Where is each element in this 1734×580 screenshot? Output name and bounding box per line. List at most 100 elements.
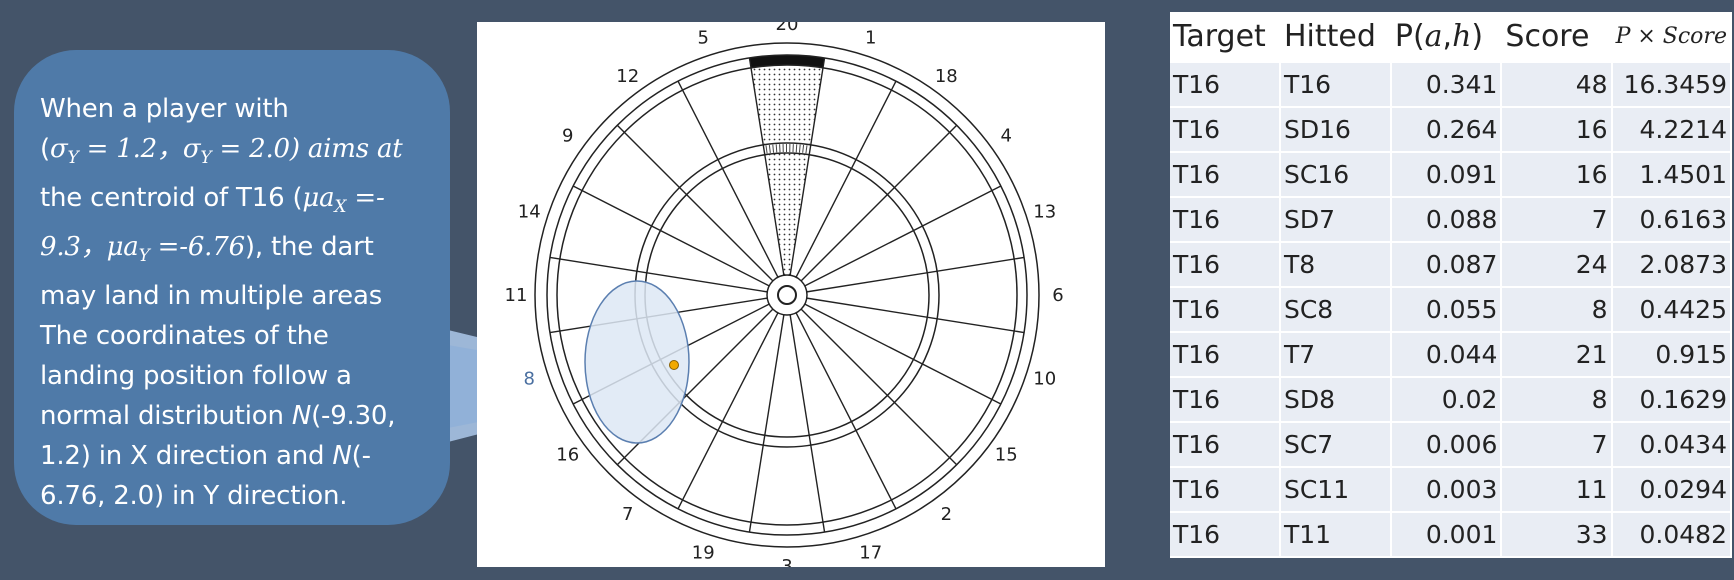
table-row: T16 SC8 0.055 8 0.4425 (1170, 288, 1732, 333)
segment-wire (748, 57, 785, 276)
board-number-20: 20 (776, 22, 799, 35)
treble-20-hatch (798, 144, 801, 153)
cell-probability: 0.091 (1391, 153, 1503, 198)
cell-p-times-score: 2.0873 (1612, 243, 1732, 288)
treble-20-hatch (805, 145, 808, 154)
segment-wire (800, 124, 958, 282)
cell-p-times-score: 0.0482 (1612, 513, 1732, 558)
callout-line-5: may land in multiple areas (40, 281, 383, 311)
cell-hitted: SC7 (1280, 423, 1392, 468)
aim-point-marker (669, 360, 679, 370)
cell-hitted: SD16 (1280, 108, 1392, 153)
board-number-10: 10 (1033, 369, 1056, 390)
table-row: T16 T11 0.001 33 0.0482 (1170, 513, 1732, 558)
cell-score: 16 (1502, 153, 1613, 198)
treble-20-hatch (765, 145, 768, 154)
cell-probability: 0.001 (1391, 513, 1503, 558)
cell-target: T16 (1170, 63, 1281, 108)
cell-score: 8 (1502, 378, 1613, 423)
segment-wire (677, 80, 779, 278)
dartboard-panel: 20 1 18 4 13 6 10 15 2 17 3 19 7 16 8 11 14 9 12 5 (477, 22, 1105, 567)
cell-score: 33 (1502, 513, 1613, 558)
probability-table-wrap: Target Hitted P(a,h) Score P × Score T16… (1170, 12, 1732, 558)
cell-score: 8 (1502, 288, 1613, 333)
cell-p-times-score: 0.6163 (1612, 198, 1732, 243)
segment-wire (748, 314, 785, 533)
cell-target: T16 (1170, 513, 1281, 558)
cell-score: 21 (1502, 333, 1613, 378)
treble-20-hatch (768, 144, 771, 154)
callout-box (14, 50, 450, 525)
cell-p-times-score: 0.0434 (1612, 423, 1732, 468)
cell-score: 7 (1502, 423, 1613, 468)
cell-score: 16 (1502, 108, 1613, 153)
table-row: T16 T16 0.341 48 16.3459 (1170, 63, 1732, 108)
segment-wire (549, 256, 768, 293)
cell-hitted: SC16 (1280, 153, 1392, 198)
board-number-1: 1 (865, 27, 876, 48)
sector-20-shading (751, 65, 823, 276)
cell-score: 7 (1502, 198, 1613, 243)
header-target: Target (1170, 12, 1281, 63)
segment-wire (616, 124, 774, 282)
cell-hitted: SC11 (1280, 468, 1392, 513)
cell-probability: 0.003 (1391, 468, 1503, 513)
board-number-19: 19 (692, 543, 715, 564)
cell-target: T16 (1170, 468, 1281, 513)
cell-target: T16 (1170, 198, 1281, 243)
cell-target: T16 (1170, 288, 1281, 333)
cell-hitted: SC8 (1280, 288, 1392, 333)
board-ring (534, 42, 1040, 548)
callout-line-4: 9.3，μaY =-6.76), the dart (40, 232, 374, 266)
board-number-4: 4 (1001, 126, 1012, 147)
cell-score: 24 (1502, 243, 1613, 288)
treble-20-hatch (795, 144, 798, 153)
segment-wire (789, 314, 826, 533)
bullseye (777, 285, 797, 305)
cell-probability: 0.044 (1391, 333, 1503, 378)
cell-hitted: SD8 (1280, 378, 1392, 423)
table-row: T16 SC16 0.091 16 1.4501 (1170, 153, 1732, 198)
dartboard: 20 1 18 4 13 6 10 15 2 17 3 19 7 16 8 11 14 9 12 5 (505, 22, 1064, 567)
cell-score: 48 (1502, 63, 1613, 108)
board-number-3: 3 (781, 556, 792, 567)
header-hitted: Hitted (1280, 12, 1392, 63)
table-row: T16 SD8 0.02 8 0.1629 (1170, 378, 1732, 423)
treble-20-hatch (775, 144, 778, 153)
cell-target: T16 (1170, 153, 1281, 198)
board-number-13: 13 (1033, 201, 1056, 222)
board-number-8: 8 (524, 369, 535, 390)
table-row: T16 T8 0.087 24 2.0873 (1170, 243, 1732, 288)
board-ring (546, 54, 1028, 536)
callout-line-6: The coordinates of the (40, 321, 329, 351)
cell-target: T16 (1170, 108, 1281, 153)
board-number-7: 7 (622, 504, 633, 525)
treble-20-hatch (802, 144, 805, 153)
cell-probability: 0.006 (1391, 423, 1503, 468)
table-row: T16 SD7 0.088 7 0.6163 (1170, 198, 1732, 243)
cell-probability: 0.341 (1391, 63, 1503, 108)
segment-wire (677, 312, 779, 510)
board-number-12: 12 (616, 66, 639, 87)
callout-line-8: normal distribution N(-9.30, (40, 401, 396, 431)
header-p-times-score: P × Score (1612, 12, 1732, 63)
board-number-9: 9 (562, 126, 573, 147)
callout-line-2: (σY = 1.2，σY = 2.0) aims at (40, 134, 403, 168)
board-number-17: 17 (859, 543, 882, 564)
cell-p-times-score: 16.3459 (1612, 63, 1732, 108)
board-number-18: 18 (935, 66, 958, 87)
cell-hitted: T16 (1280, 63, 1392, 108)
board-ring (556, 64, 1018, 526)
table-row: T16 SD16 0.264 16 4.2214 (1170, 108, 1732, 153)
cell-target: T16 (1170, 243, 1281, 288)
table-row: T16 SC11 0.003 11 0.0294 (1170, 468, 1732, 513)
cell-target: T16 (1170, 378, 1281, 423)
segment-wire (804, 303, 1002, 405)
cell-p-times-score: 4.2214 (1612, 108, 1732, 153)
segment-wire (789, 57, 826, 276)
cell-score: 11 (1502, 468, 1613, 513)
board-number-16: 16 (556, 444, 579, 465)
cell-p-times-score: 0.1629 (1612, 378, 1732, 423)
callout-line-3: the centroid of T16 (μaX =- (40, 183, 385, 217)
table-row: T16 T7 0.044 21 0.915 (1170, 333, 1732, 378)
